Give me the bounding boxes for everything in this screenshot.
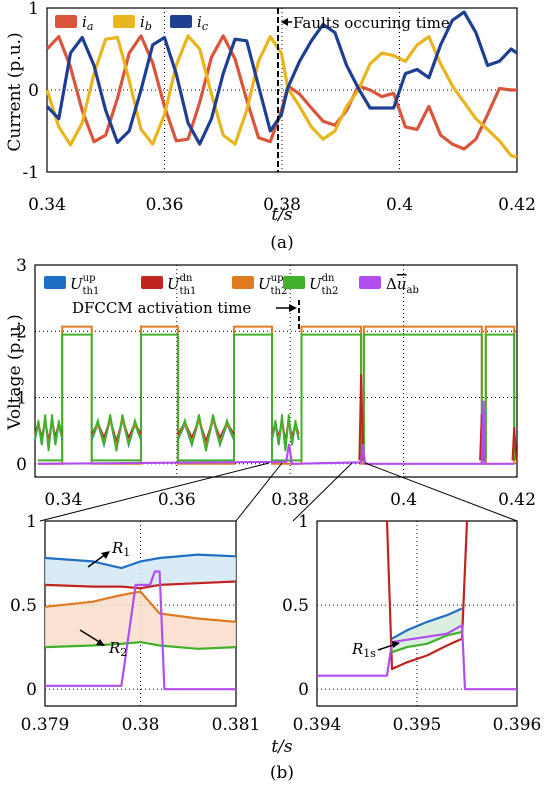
y-axis-label-b: Voltage (p.u.)	[5, 314, 25, 431]
legend-label-uth2up: Uup th2	[258, 273, 287, 297]
series-line-uth1up	[391, 607, 463, 640]
legend-label-uth1up: Uup th1	[70, 273, 99, 297]
zoom-connector-left-2	[235, 462, 283, 522]
series-line-cluster	[90, 414, 142, 452]
dfccm-annotation: DFCCM activation time	[72, 299, 251, 317]
x-tick-label: 0.38	[263, 195, 301, 215]
x-tick-label: 0.379	[21, 715, 70, 735]
x-tick-label: 0.38	[122, 715, 160, 735]
x-tick-label: 0.394	[293, 715, 342, 735]
y-tick-label: 0	[26, 680, 37, 700]
series-line-uth1dn-spike	[511, 427, 518, 461]
x-tick-label: 0.381	[212, 715, 261, 735]
legend-label-uth1dn: Udn th1	[167, 273, 196, 297]
y-tick-label: 1	[298, 512, 309, 532]
x-axis-label-a: t/s	[271, 205, 293, 225]
caption-b: (b)	[270, 763, 294, 783]
y-tick-label: 0	[16, 455, 27, 475]
fault-annotation: Faults occuring time	[293, 14, 450, 32]
legend-swatch-ia	[55, 15, 77, 28]
y-tick-label: 0	[298, 680, 309, 700]
x-tick-label: 0.34	[44, 490, 82, 510]
series-line-ic	[45, 10, 518, 146]
series-line-cluster	[34, 414, 64, 452]
zoom-connectors	[39, 462, 518, 522]
x-axis-label-b: t/s	[271, 737, 293, 757]
y-tick-label: 1	[16, 389, 27, 409]
y-tick-label: 3	[16, 256, 27, 276]
series-line-uth2dn	[391, 630, 463, 654]
legend-swatch-uth1dn	[141, 276, 163, 289]
x-tick-label: 0.396	[493, 715, 542, 735]
series-line-uth1up	[44, 553, 237, 570]
zoom-connector-right-2	[364, 462, 518, 522]
r1-arrow-head	[101, 551, 110, 559]
x-tick-label: 0.4	[386, 195, 413, 215]
r2-arrow	[79, 629, 102, 644]
legend-swatch-uth1up	[44, 276, 66, 289]
legend-label-ib: ib	[140, 13, 152, 33]
region-r1s-fill	[392, 608, 462, 653]
legend-swatch-dub	[359, 276, 381, 289]
zoom-connector-right-1	[292, 462, 353, 522]
x-tick-label: 0.4	[390, 490, 417, 510]
r1s-arrow-head	[392, 641, 400, 648]
legend-swatch-uth2dn	[283, 276, 305, 289]
x-tick-label: 0.42	[498, 490, 536, 510]
series-line-uth2dn	[44, 641, 237, 650]
fault-arrow-head	[281, 18, 288, 26]
legend-b: Uup th1 Udn th1 Uup th2 Udn th2 Δuab	[44, 273, 419, 297]
region-r2-fill	[45, 591, 236, 649]
panel-b: Uup th1 Udn th1 Uup th2 Udn th2 Δuab DFCCM a…	[5, 256, 536, 510]
y-tick-label: 1	[26, 512, 37, 532]
y-tick-label: 0.5	[282, 596, 309, 616]
series-line-ab	[317, 624, 517, 691]
y-tick-label: 0.5	[10, 596, 37, 616]
legend-swatch-ib	[113, 15, 135, 28]
y-axis-label-a: Current (p.u.)	[5, 32, 25, 151]
legend-label-uth2dn: Udn th2	[309, 273, 338, 297]
x-tick-label: 0.38	[271, 490, 309, 510]
series-line-uth1dn	[44, 580, 237, 590]
x-tick-label: 0.36	[158, 490, 196, 510]
x-tick-label: 0.36	[146, 195, 184, 215]
series-line-cluster	[271, 414, 300, 452]
legend-swatch-uth2up	[232, 276, 254, 289]
x-tick-label: 0.34	[28, 195, 66, 215]
y-tick-label: 0	[28, 81, 39, 101]
panel-zoom-left: R1 R2 0.379 0.38 0.381 00.51	[10, 512, 260, 735]
r1-arrow	[87, 553, 107, 568]
caption-a: (a)	[270, 233, 293, 253]
panel-zoom-right: R1s 0.394 0.395 0.396 00.51	[282, 512, 541, 735]
y-tick-label: 1	[28, 0, 39, 19]
zoom-connector-left-1	[39, 462, 270, 522]
legend-label-ic: ic	[197, 13, 208, 33]
legend-swatch-ic	[170, 15, 192, 28]
y-tick-label: -1	[22, 163, 39, 183]
legend-label-ia: ia	[82, 13, 93, 33]
series-line-cluster	[177, 414, 235, 452]
series-line-uth1dn-spike	[358, 374, 365, 461]
r2-arrow-head	[96, 639, 105, 646]
series-line-uth2up	[44, 590, 237, 623]
series-line-ib	[45, 34, 518, 159]
series-line-dub	[37, 400, 515, 465]
series-line-ab	[45, 570, 236, 691]
x-tick-label: 0.42	[498, 195, 536, 215]
y-tick-label: 2	[16, 322, 27, 342]
legend-a: ia ib ic	[55, 13, 208, 33]
x-tick-label: 0.395	[393, 715, 442, 735]
dfccm-arrow-head	[289, 304, 297, 312]
panel-a: ia ib ic Faults occuring time Current (p…	[5, 0, 536, 253]
